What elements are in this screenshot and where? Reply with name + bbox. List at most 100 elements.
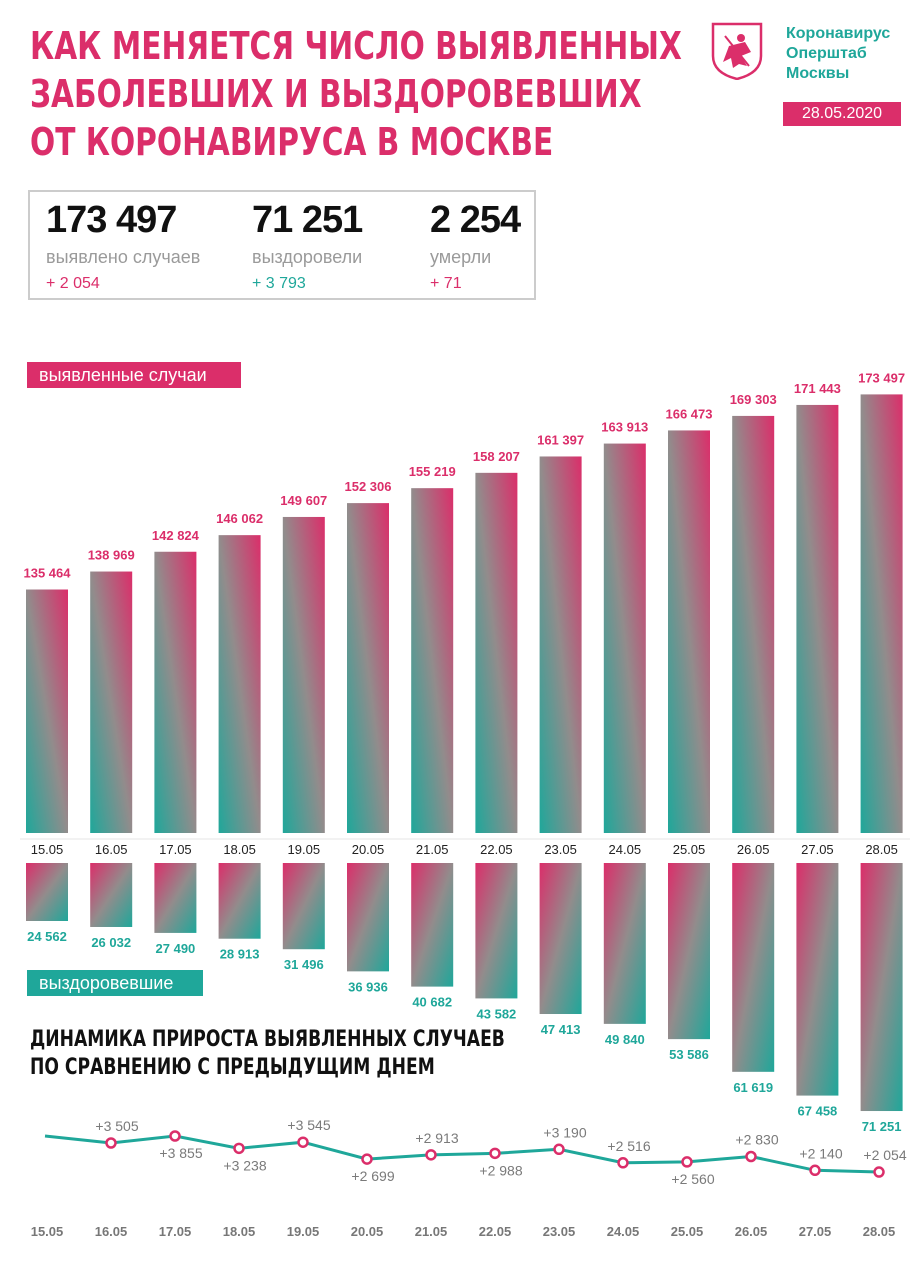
- recovered-bar: [860, 863, 903, 1112]
- recovered-bar: [668, 863, 710, 1040]
- cases-bar: [347, 503, 389, 833]
- growth-value-label: +3 238: [223, 1157, 266, 1173]
- recovered-value-label: 36 936: [348, 979, 388, 994]
- date-tick-label: 23.05: [544, 842, 577, 857]
- date-tick-label: 25.05: [673, 842, 706, 857]
- date-tick-label: 24.05: [609, 842, 642, 857]
- recovered-value-label: 26 032: [91, 935, 131, 950]
- cases-value-label: 138 969: [88, 548, 135, 563]
- growth-date-label: 23.05: [543, 1224, 576, 1239]
- growth-point: [425, 1149, 437, 1161]
- growth-point: [169, 1130, 181, 1142]
- recovered-value-label: 24 562: [27, 929, 67, 944]
- total-recovered-label: выздоровели: [252, 247, 363, 267]
- cases-bar: [282, 516, 325, 833]
- cases-value-label: 142 824: [152, 528, 200, 543]
- moscow-coat-of-arms-icon: [711, 22, 763, 80]
- growth-date-label: 21.05: [415, 1224, 448, 1239]
- total-recovered-value: 71 251: [252, 199, 363, 241]
- growth-chart-title: ДИНАМИКА ПРИРОСТА ВЫЯВЛЕННЫХ СЛУЧАЕВ ПО …: [30, 1027, 505, 1080]
- growth-date-label: 20.05: [351, 1224, 384, 1239]
- growth-value-label: +3 190: [543, 1124, 586, 1140]
- cases-bar: [475, 472, 518, 833]
- cases-value-label: 152 306: [345, 479, 392, 494]
- recovered-bar: [475, 863, 518, 999]
- cases-bar: [411, 488, 454, 833]
- total-deaths-delta: + 71: [430, 275, 462, 292]
- growth-date-label: 25.05: [671, 1224, 704, 1239]
- growth-line: [44, 1134, 880, 1174]
- cases-bars: 135 464 138 969 142 824 146 062 149 607 152 3…: [24, 370, 905, 833]
- growth-point: [809, 1164, 821, 1177]
- growth-value-label: +2 140: [799, 1145, 842, 1161]
- growth-date-label: 27.05: [799, 1224, 832, 1239]
- cases-value-label: 166 473: [666, 406, 713, 421]
- cases-value-label: 161 397: [537, 432, 584, 447]
- cases-bar: [603, 443, 646, 833]
- recovered-value-label: 43 582: [477, 1006, 517, 1021]
- growth-date-label: 26.05: [735, 1224, 768, 1239]
- total-recovered-delta: + 3 793: [252, 275, 306, 292]
- growth-date-label: 18.05: [223, 1224, 256, 1239]
- total-cases-delta: + 2 054: [46, 275, 100, 292]
- cases-bar: [668, 430, 710, 833]
- recovered-value-label: 53 586: [669, 1047, 709, 1062]
- growth-date-label: 24.05: [607, 1224, 640, 1239]
- cases-value-label: 146 062: [216, 511, 263, 526]
- total-cases-value: 173 497: [46, 199, 177, 241]
- cases-bar: [218, 535, 261, 833]
- recovered-bar: [603, 863, 646, 1024]
- growth-value-label: +3 545: [287, 1117, 330, 1133]
- recovered-bar: [282, 863, 325, 950]
- growth-value-label: +3 505: [95, 1118, 138, 1134]
- cases-bar: [860, 394, 903, 833]
- growth-point: [617, 1157, 629, 1169]
- growth-point: [681, 1156, 693, 1168]
- recovered-bars: 15.05 16.05 17.05 18.05 19.05 20.05 21.05 22.05…: [20, 838, 910, 1134]
- recovered-bar: [796, 863, 839, 1096]
- recovered-value-label: 31 496: [284, 957, 324, 972]
- recovered-value-label: 61 619: [733, 1080, 773, 1095]
- cases-bar: [796, 404, 839, 833]
- recovered-bar: [732, 863, 775, 1072]
- cases-bar: [732, 415, 775, 833]
- recovered-bar: [154, 863, 197, 933]
- growth-point: [297, 1136, 309, 1148]
- date-tick-label: 15.05: [31, 842, 64, 857]
- growth-point: [873, 1166, 885, 1178]
- date-tick-label: 21.05: [416, 842, 449, 857]
- recovered-value-label: 67 458: [798, 1104, 838, 1119]
- date-badge: 28.05.2020: [783, 102, 901, 126]
- recovered-value-label: 49 840: [605, 1032, 645, 1047]
- date-tick-label: 22.05: [480, 842, 513, 857]
- growth-point: [489, 1147, 501, 1160]
- recovered-value-label: 28 913: [220, 947, 260, 962]
- cases-value-label: 158 207: [473, 449, 520, 464]
- cases-bar: [154, 551, 197, 833]
- date-tick-label: 27.05: [801, 842, 834, 857]
- growth-value-label: +2 913: [415, 1130, 458, 1146]
- cases-value-label: 135 464: [24, 566, 72, 581]
- date-tick-label: 28.05: [865, 842, 898, 857]
- cases-value-label: 155 219: [409, 464, 456, 479]
- growth-value-label: +2 516: [607, 1138, 650, 1154]
- growth-date-label: 22.05: [479, 1224, 512, 1239]
- date-tick-label: 16.05: [95, 842, 128, 857]
- date-tick-label: 18.05: [223, 842, 256, 857]
- total-cases: 173 497 выявлено случаев + 2 054: [46, 198, 200, 294]
- recovered-bar: [90, 863, 133, 927]
- recovered-bar: [26, 863, 68, 921]
- recovered-bar: [218, 863, 261, 939]
- growth-date-label: 19.05: [287, 1224, 320, 1239]
- growth-point: [745, 1150, 757, 1163]
- growth-date-label: 15.05: [31, 1224, 64, 1239]
- recovered-value-label: 71 251: [862, 1119, 902, 1134]
- cases-value-label: 149 607: [280, 493, 327, 508]
- growth-value-label: +2 560: [671, 1171, 714, 1187]
- growth-value-label: +2 054: [863, 1147, 906, 1163]
- cases-bar: [26, 589, 68, 833]
- growth-value-label: +2 830: [735, 1132, 778, 1148]
- cases-value-label: 173 497: [858, 370, 905, 385]
- daily-growth-line: +3 505 +3 855 +3 238 +3 545 +2 699 +2 913 +2 9…: [31, 1117, 907, 1239]
